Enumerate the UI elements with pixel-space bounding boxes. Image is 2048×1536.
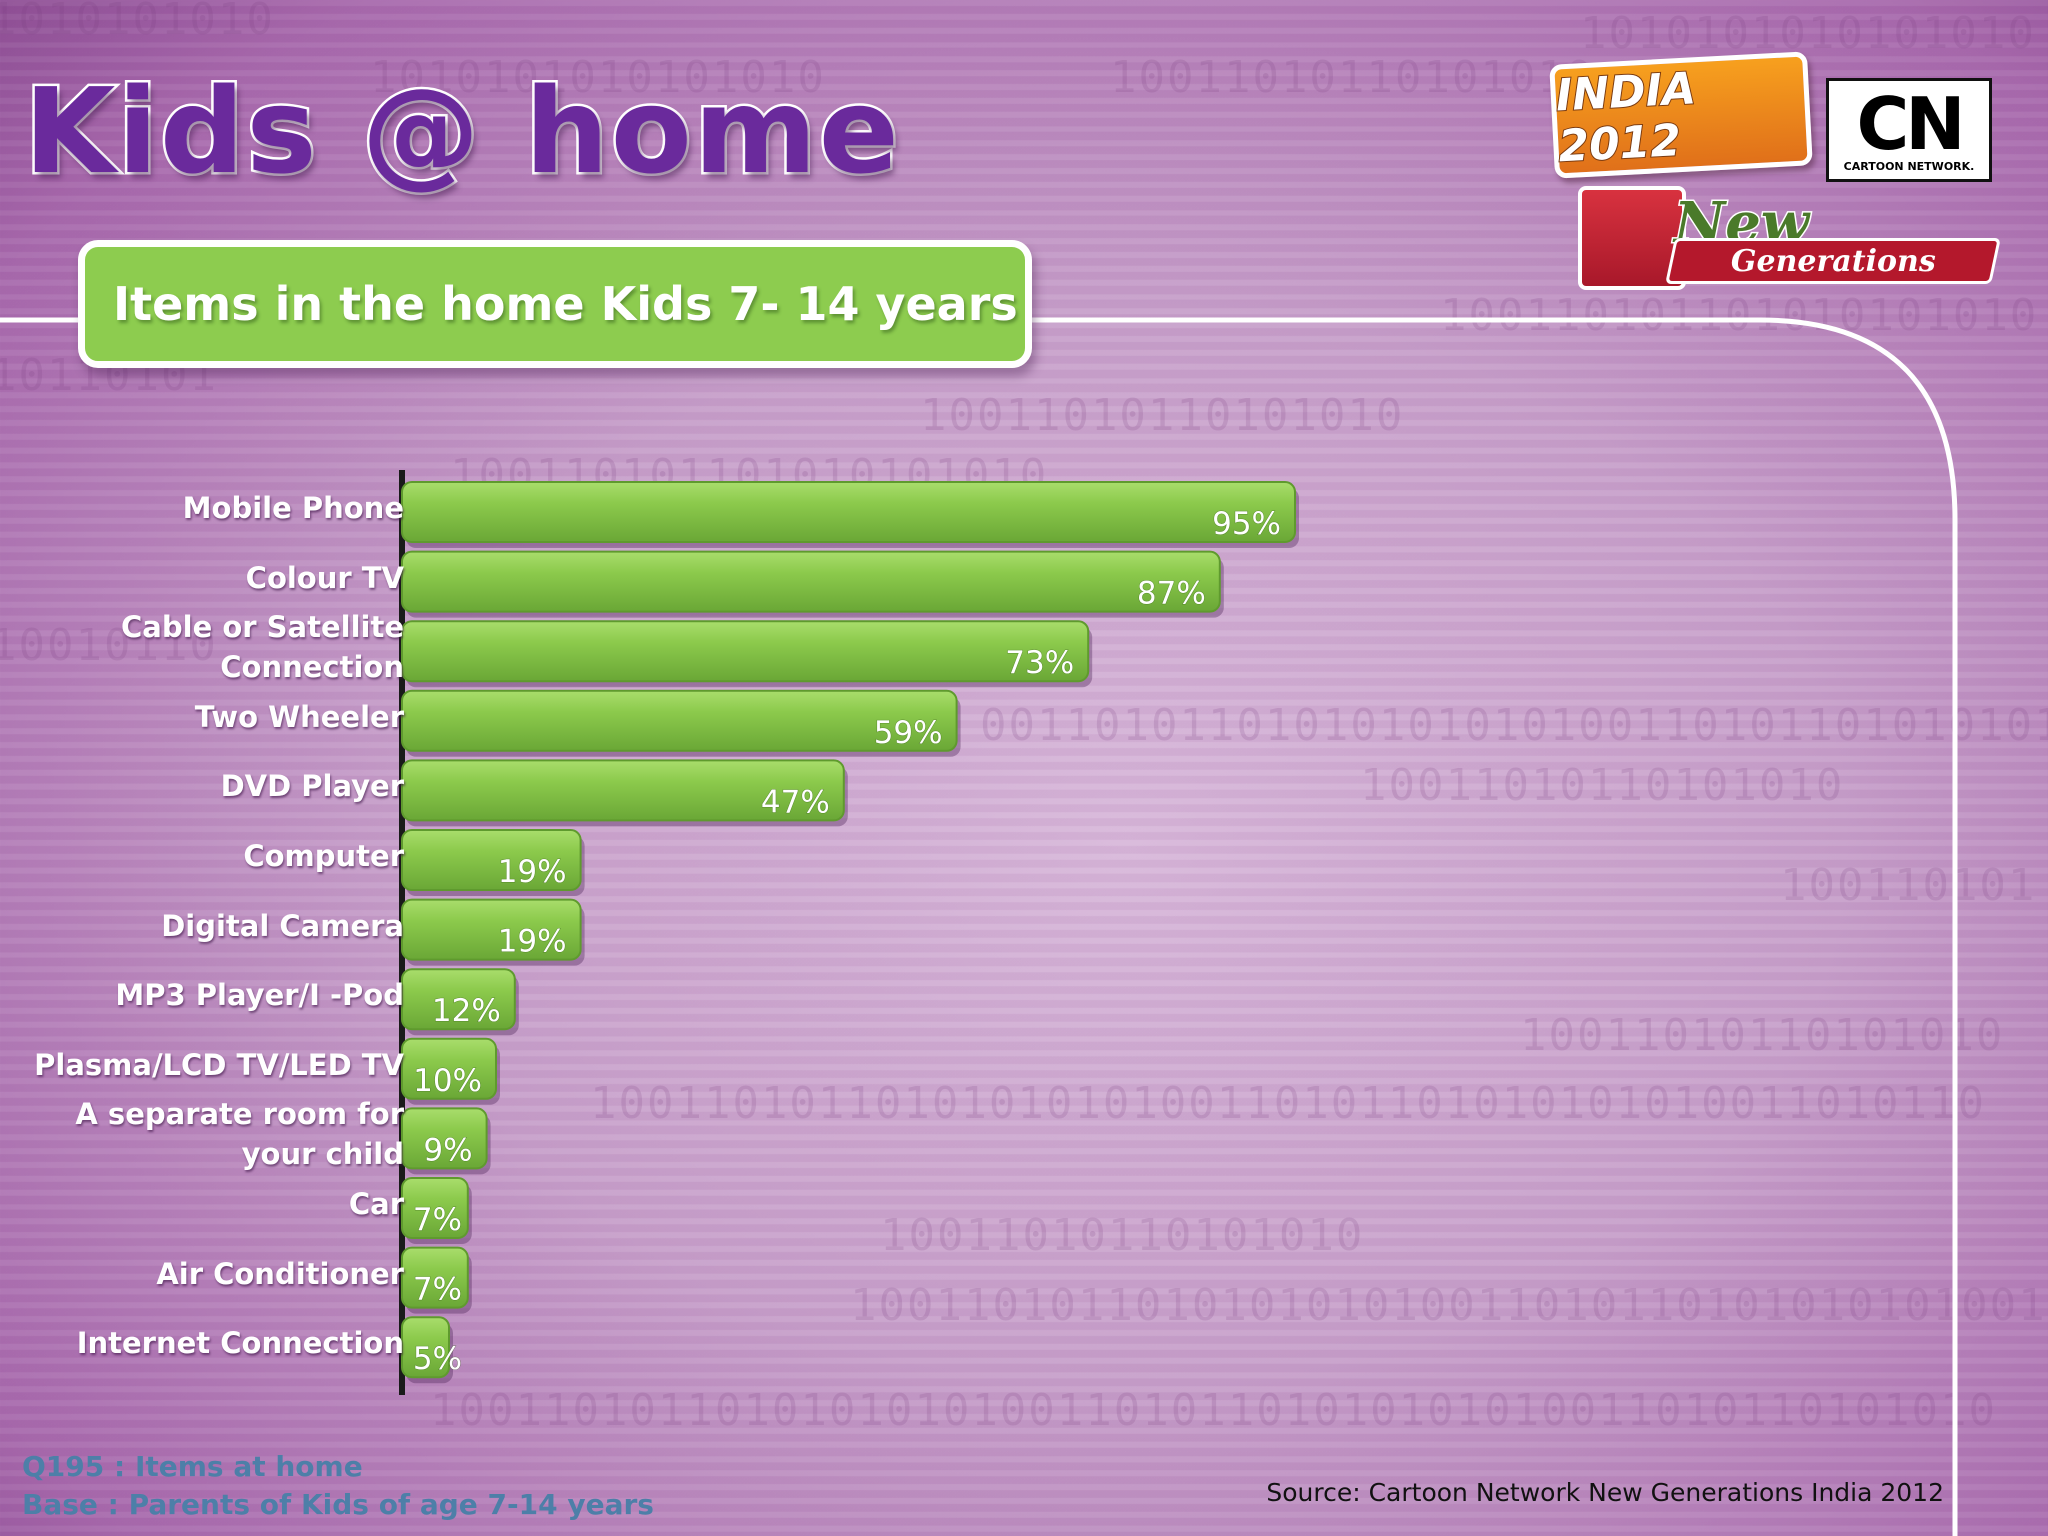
footnote-question: Q195 : Items at home — [22, 1450, 363, 1483]
cn-logo-subtext: CARTOON NETWORK. — [1843, 159, 1975, 173]
bar — [401, 1316, 450, 1379]
new-generations-logo: New Generations — [1578, 186, 2001, 290]
bar — [401, 759, 845, 822]
subtitle-banner: Items in the home Kids 7- 14 years — [78, 240, 1032, 368]
category-label: Mobile Phone — [182, 491, 404, 525]
bar — [401, 620, 1090, 683]
cartoon-network-logo: CN CARTOON NETWORK. — [1826, 78, 1992, 182]
bar-value-label: 19% — [498, 924, 567, 960]
bar-value-label: 9% — [423, 1132, 472, 1168]
bar-value-label: 12% — [432, 993, 501, 1029]
new-generations-logo-block — [1578, 186, 1686, 290]
cn-logo-mark: CN — [1856, 81, 1965, 166]
bar — [401, 550, 1221, 613]
bar — [401, 1177, 469, 1239]
bar-value-label: 73% — [1005, 645, 1074, 681]
bar — [401, 1037, 497, 1100]
category-label: Plasma/LCD TV/LED TV — [34, 1047, 404, 1082]
bar — [401, 1107, 488, 1170]
page-title: Kids @ home — [22, 60, 902, 203]
category-label: Colour TV — [245, 560, 404, 595]
bar-value-label: 10% — [413, 1063, 482, 1099]
category-label: Car — [348, 1187, 404, 1221]
bar — [401, 898, 582, 961]
bar-value-label: 87% — [1137, 576, 1206, 612]
bar-value-label: 7% — [413, 1202, 462, 1238]
bar-value-label: 95% — [1212, 506, 1281, 542]
bar — [401, 1246, 469, 1309]
category-label: DVD Player — [220, 769, 404, 804]
chart-subtitle: Items in the home Kids 7- 14 years — [113, 277, 1018, 331]
category-label: A separate room for your child — [75, 1097, 404, 1172]
bar — [401, 829, 582, 891]
bar-value-label: 59% — [874, 715, 943, 751]
bar-value-label: 7% — [413, 1272, 462, 1308]
category-label: Cable or Satellite Connection — [121, 610, 404, 685]
bar-value-label: 5% — [413, 1341, 462, 1377]
bar — [401, 689, 958, 752]
category-label: Air Conditioner — [156, 1256, 404, 1291]
bar-value-label: 19% — [498, 854, 567, 890]
source-note: Source: Cartoon Network New Generations … — [1266, 1478, 1944, 1507]
category-label: Digital Camera — [161, 908, 404, 943]
category-label: Internet Connection — [76, 1326, 404, 1361]
category-label: Two Wheeler — [194, 699, 404, 734]
bar — [401, 968, 516, 1031]
bar-group: 95%87% 73% 59% 47% 19% 19% 12% 10% 9% 7% 7% 5% — [401, 481, 1299, 1384]
bar — [401, 481, 1296, 543]
category-label: MP3 Player/I -Pod — [115, 978, 404, 1013]
footnote-base: Base : Parents of Kids of age 7-14 years — [22, 1488, 654, 1521]
bar-value-label: 47% — [761, 784, 830, 820]
category-label: Computer — [243, 839, 404, 873]
